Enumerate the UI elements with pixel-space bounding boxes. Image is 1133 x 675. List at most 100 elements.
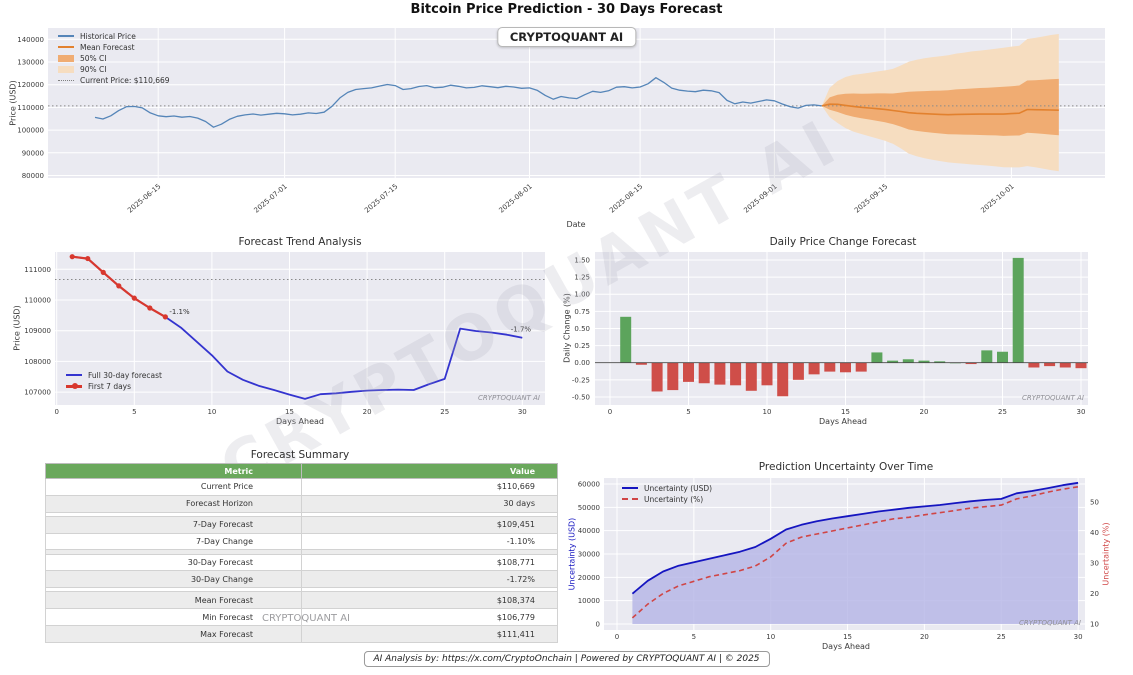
x-tick-label: 10 — [766, 633, 775, 641]
x-tick-label: 30 — [1077, 408, 1086, 416]
watermark-table: CRYPTOQUANT AI — [262, 613, 350, 624]
x-tick-label: 15 — [843, 633, 852, 641]
y-tick-label: 1.00 — [574, 291, 590, 299]
y-tick-label: 107000 — [24, 389, 51, 397]
ci90-patch-swatch — [58, 65, 74, 73]
table-row: Min Forecast $106,779 — [45, 608, 558, 627]
x-tick-label: 2025-10-01 — [979, 182, 1015, 214]
forecast-point-marker — [69, 254, 75, 260]
historical-price-line — [94, 77, 822, 128]
y-tick-label: 50000 — [578, 504, 600, 512]
table-row: 7-Day Forecast $109,451 — [45, 515, 558, 534]
x-tick-label: 5 — [686, 408, 690, 416]
daily-change-bar — [761, 362, 773, 386]
y-tick-label: -0.50 — [572, 393, 590, 401]
summary-table-cell: 30-Day Forecast — [45, 553, 302, 572]
legend-label: First 7 days — [88, 381, 132, 391]
daily-change-bar — [1044, 362, 1056, 367]
uncertainty-title: Prediction Uncertainty Over Time — [758, 461, 934, 473]
summary-table-cell: 7-Day Change — [45, 532, 302, 551]
uncertainty-legend: Uncertainty (USD) Uncertainty (%) — [622, 484, 712, 506]
daily-change-bar — [855, 362, 867, 372]
legend-item-historical: Historical Price — [58, 31, 170, 41]
x-tick-label: 20 — [363, 408, 372, 416]
trend-chart-xlabel: Days Ahead — [276, 417, 324, 426]
uncertainty-area — [632, 482, 1079, 624]
y-tick-label: 100000 — [17, 127, 44, 135]
daily-change-watermark: CRYPTOQUANT AI — [1021, 394, 1084, 402]
summary-table-cell: -1.72% — [301, 570, 558, 589]
summary-table-cell: $108,374 — [301, 591, 558, 610]
summary-table-title: Forecast Summary — [250, 449, 350, 461]
unc-usd-line-swatch — [622, 487, 638, 489]
y-tick-label: 60000 — [578, 481, 600, 489]
x-tick-label: 15 — [285, 408, 294, 416]
ci-50-band — [821, 78, 1059, 136]
legend-label: Full 30-day forecast — [88, 370, 162, 380]
summary-table-cell — [301, 549, 558, 555]
legend-item-first7: First 7 days — [66, 381, 162, 391]
summary-table-cell: 30 days — [301, 494, 558, 513]
y-tick-label: 10000 — [578, 597, 600, 605]
y-tick-label: 109000 — [24, 327, 51, 335]
table-row: 30-Day Change -1.72% — [45, 570, 558, 589]
daily-change-bar — [871, 352, 883, 363]
daily-change-bar — [997, 351, 1008, 363]
x-tick-label: 2025-06-15 — [126, 182, 162, 214]
main-chart-xlabel: Date — [566, 220, 586, 229]
x-tick-label: 0 — [615, 633, 619, 641]
daily-change-bar — [635, 362, 647, 365]
trend-chart-legend: Full 30-day forecast First 7 days — [66, 371, 162, 393]
x-tick-label: 2025-09-01 — [742, 182, 778, 214]
mean-forecast-line-swatch — [58, 46, 74, 48]
daily-change-bar — [745, 362, 757, 391]
daily-change-bar — [808, 362, 820, 375]
y-tick-label: 140000 — [17, 36, 44, 44]
summary-table-cell — [301, 511, 558, 517]
daily-change-bar — [981, 350, 993, 363]
table-row: Forecast Horizon 30 days — [45, 494, 558, 513]
daily-change-xlabel: Days Ahead — [819, 417, 867, 426]
cryptoquant-badge: CRYPTOQUANT AI — [496, 27, 637, 47]
summary-table-header-cell: Value — [301, 463, 558, 479]
y-tick-label: 0.00 — [574, 359, 590, 367]
daily-change-bar — [840, 362, 851, 373]
legend-label: 50% CI — [80, 53, 107, 63]
x-tick-label: 0 — [54, 408, 58, 416]
footer-credit: AI Analysis by: https://x.com/CryptoOnch… — [363, 651, 770, 667]
x-tick-label: 2025-07-01 — [253, 182, 289, 214]
main-chart-legend: Historical Price Mean Forecast 50% CI 90… — [58, 32, 170, 87]
uncertainty-pct-line — [631, 486, 1079, 619]
legend-item-unc-usd: Uncertainty (USD) — [622, 484, 712, 493]
forecast-summary-table: Metric Value Current Price $110,669 Forecast… — [45, 463, 558, 643]
forecast-point-marker — [162, 314, 168, 320]
summary-table-cell: $110,669 — [301, 478, 558, 496]
y-tick-label: 0 — [596, 621, 600, 629]
forecast-point-marker — [85, 255, 91, 262]
forecast-point-marker — [116, 283, 122, 289]
y-tick-label-right: 20 — [1090, 590, 1099, 598]
daily-change-bar — [698, 362, 710, 384]
daily-change-bar — [934, 361, 946, 363]
annotation-label: -1.1% — [169, 308, 190, 316]
summary-table-cell: Max Forecast — [45, 625, 302, 643]
summary-table-cell: 7-Day Forecast — [45, 515, 302, 534]
y-tick-label: 0.25 — [574, 342, 590, 350]
ci50-patch-swatch — [58, 54, 74, 62]
table-row — [45, 587, 558, 593]
y-tick-label: 120000 — [17, 81, 44, 89]
y-tick-label-right: 40 — [1090, 529, 1099, 537]
legend-label: Uncertainty (%) — [644, 494, 704, 504]
x-tick-label: 20 — [920, 633, 929, 641]
x-tick-label: 25 — [440, 408, 449, 416]
daily-change-bar — [777, 362, 789, 397]
y-tick-label: 130000 — [17, 59, 44, 67]
legend-label: Historical Price — [80, 31, 136, 41]
y-tick-label: 30000 — [578, 551, 600, 559]
daily-change-bar — [683, 362, 694, 382]
daily-change-bar — [1028, 362, 1040, 368]
x-tick-label: 2025-09-15 — [853, 182, 889, 214]
y-tick-label: 20000 — [578, 574, 600, 582]
daily-change-bar — [714, 362, 726, 385]
x-tick-label: 25 — [998, 408, 1007, 416]
